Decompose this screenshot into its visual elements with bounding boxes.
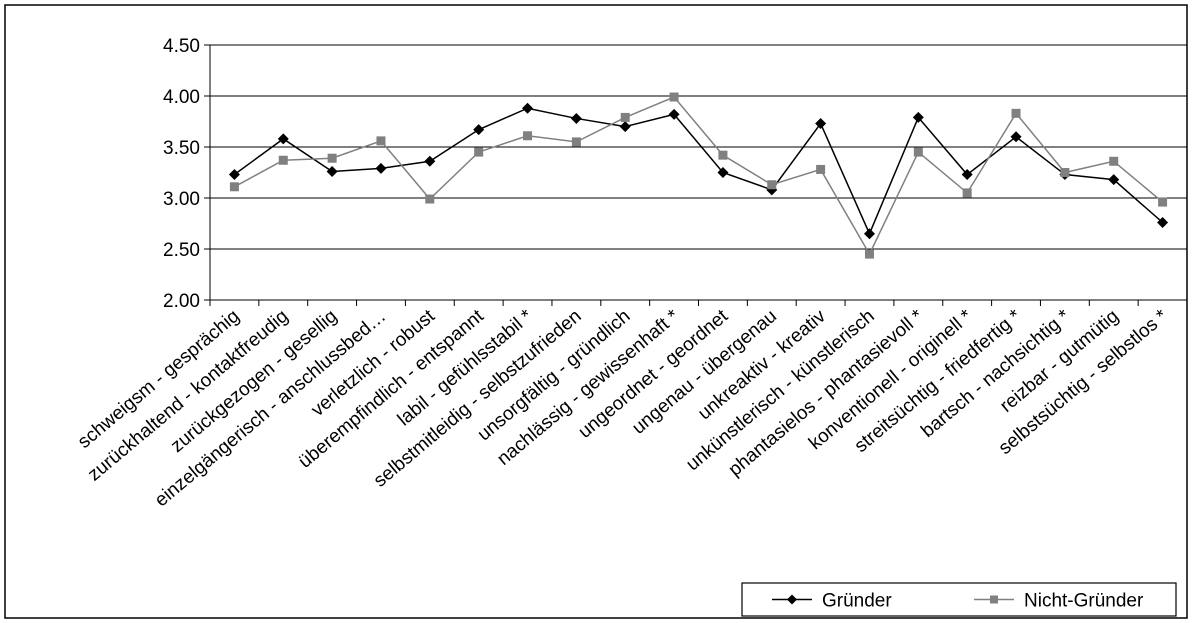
data-point-square xyxy=(669,92,679,102)
data-point-square xyxy=(523,131,533,141)
y-tick-label: 2.00 xyxy=(163,291,200,312)
data-point-diamond xyxy=(668,108,680,120)
data-point-square xyxy=(425,194,435,204)
data-point-square xyxy=(376,136,386,146)
data-point-square xyxy=(229,182,239,192)
y-tick-label: 4.50 xyxy=(163,36,200,57)
data-point-square xyxy=(278,155,288,165)
data-point-diamond xyxy=(1010,131,1022,143)
y-tick-label: 3.00 xyxy=(163,189,200,210)
y-tick-label: 2.50 xyxy=(163,240,200,261)
series-markers xyxy=(228,92,1169,259)
data-point-square xyxy=(718,150,728,160)
data-point-square xyxy=(913,147,923,157)
data-point-square xyxy=(620,112,630,122)
data-point-square xyxy=(962,188,972,198)
data-point-diamond xyxy=(619,121,631,133)
data-point-square xyxy=(816,164,826,174)
series-lines xyxy=(233,96,1164,256)
data-point-square xyxy=(327,153,337,163)
data-point-diamond xyxy=(522,102,534,114)
data-point-square xyxy=(864,249,874,259)
data-point-square xyxy=(1060,168,1070,177)
legend-marker-square xyxy=(990,595,998,604)
data-point-square xyxy=(1109,156,1119,166)
data-point-diamond xyxy=(473,124,485,136)
series-line-1 xyxy=(234,96,1164,256)
data-point-diamond xyxy=(717,167,729,178)
legend-label: Nicht-Gründer xyxy=(1024,591,1144,612)
data-point-diamond xyxy=(1108,174,1120,186)
chart-border xyxy=(4,4,1188,619)
data-point-diamond xyxy=(912,111,924,123)
data-point-diamond xyxy=(326,165,338,177)
legend-box xyxy=(741,582,1177,617)
data-point-square xyxy=(571,137,581,147)
data-point-diamond xyxy=(961,169,973,181)
data-point-square xyxy=(767,180,777,190)
data-point-diamond xyxy=(815,118,827,130)
y-tick-label: 4.00 xyxy=(163,87,200,108)
data-point-diamond xyxy=(424,155,436,167)
data-point-square xyxy=(1011,108,1021,118)
data-point-square xyxy=(474,147,484,157)
data-point-diamond xyxy=(570,112,582,124)
legend: Gründer Nicht-Gründer xyxy=(741,582,1177,617)
data-point-diamond xyxy=(277,133,289,145)
data-point-diamond xyxy=(863,228,875,240)
data-point-diamond xyxy=(375,162,387,174)
data-point-diamond xyxy=(228,169,240,181)
y-axis-ticks: 2.00 2.50 3.00 3.50 4.00 4.50 xyxy=(163,36,210,312)
legend-marker-diamond xyxy=(787,594,797,605)
series-line-0 xyxy=(233,107,1164,236)
y-tick-label: 3.50 xyxy=(163,138,200,159)
legend-label: Gründer xyxy=(822,591,892,612)
data-point-diamond xyxy=(1157,216,1169,228)
data-point-square xyxy=(1158,197,1168,207)
